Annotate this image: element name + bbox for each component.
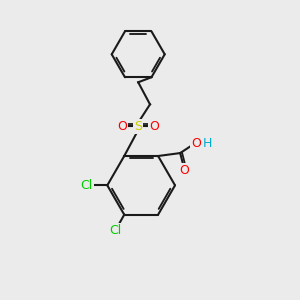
Text: H: H (202, 137, 212, 150)
Text: Cl: Cl (81, 179, 93, 192)
Text: S: S (134, 120, 142, 133)
Text: O: O (180, 164, 190, 177)
Text: Cl: Cl (109, 224, 122, 237)
Text: O: O (191, 137, 201, 150)
Text: O: O (149, 120, 159, 133)
Text: O: O (117, 120, 127, 133)
